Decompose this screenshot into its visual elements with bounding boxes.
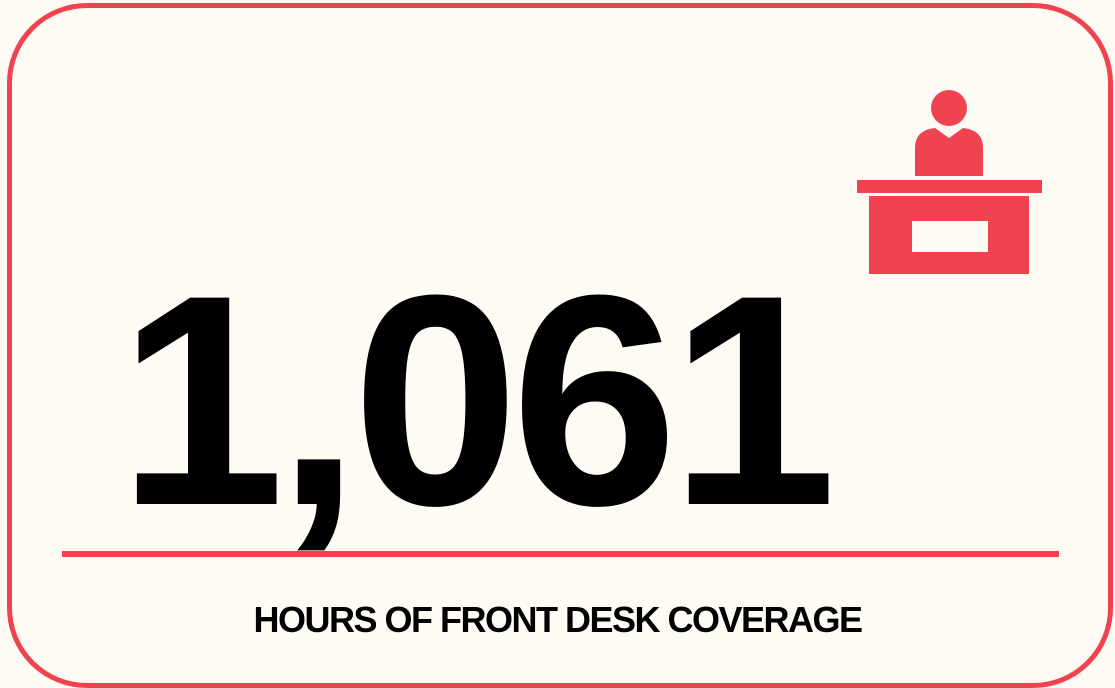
divider	[62, 551, 1059, 557]
stat-label: HOURS OF FRONT DESK COVERAGE	[253, 599, 863, 640]
stat-value: 1,061	[118, 232, 837, 568]
card	[7, 3, 1113, 688]
front-desk-icon	[857, 90, 1042, 274]
